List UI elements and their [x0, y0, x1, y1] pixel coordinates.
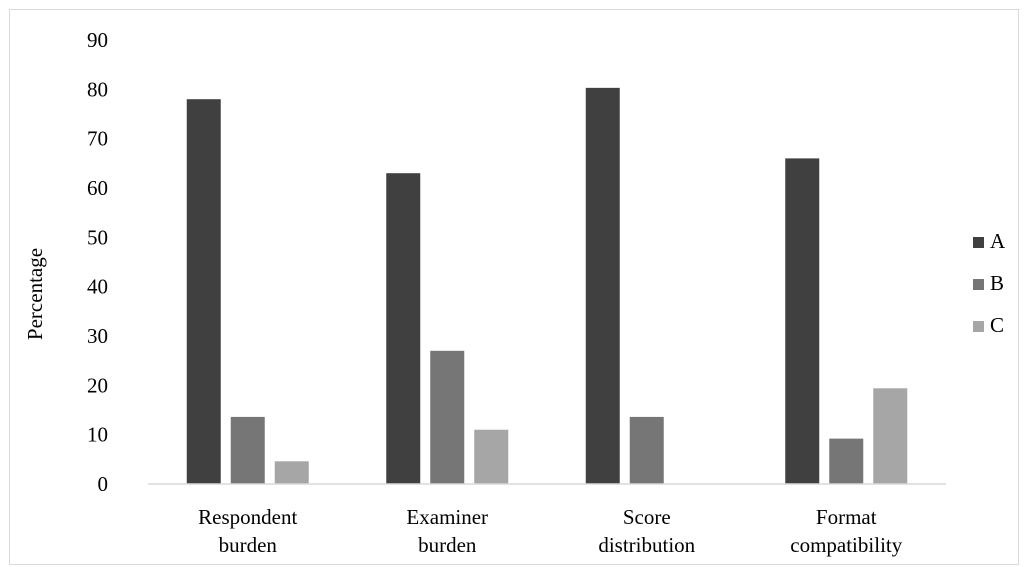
y-tick-label: 20 [87, 373, 108, 397]
y-tick-label: 40 [87, 275, 108, 299]
y-axis-ticks: 0 10 20 30 40 50 60 70 80 90 [87, 28, 108, 496]
y-tick-label: 30 [87, 324, 108, 348]
bar-c [873, 388, 908, 484]
x-category-label: Examiner [406, 505, 488, 529]
bar-a [386, 173, 421, 484]
legend-label-a: A [990, 229, 1006, 253]
x-category-label: distribution [598, 533, 695, 557]
bar-b [230, 416, 265, 484]
bars [186, 87, 908, 484]
y-tick-label: 0 [98, 472, 109, 496]
bar-c [474, 429, 509, 484]
x-category-label: burden [219, 533, 278, 557]
x-category-label: Score [623, 505, 671, 529]
x-category-label: Respondent [198, 505, 297, 529]
y-tick-label: 50 [87, 225, 108, 249]
legend-swatch-a [973, 237, 984, 248]
bar-b [829, 438, 864, 484]
x-category-label: Format [816, 505, 877, 529]
bar-a [585, 87, 620, 484]
legend-label-c: C [990, 313, 1004, 337]
bar-b [430, 350, 465, 484]
legend-label-b: B [990, 271, 1004, 295]
y-tick-label: 10 [87, 423, 108, 447]
y-tick-label: 70 [87, 127, 108, 151]
legend: ABC [973, 229, 1006, 337]
bar-b [629, 416, 664, 484]
x-category-label: compatibility [790, 533, 902, 557]
legend-swatch-b [973, 279, 984, 290]
bar-a [186, 99, 221, 484]
y-tick-label: 90 [87, 28, 108, 52]
legend-swatch-c [973, 321, 984, 332]
x-axis-categories: Respondent burden Examiner burden Score distr… [198, 505, 903, 557]
y-tick-label: 60 [87, 176, 108, 200]
y-tick-label: 80 [87, 77, 108, 101]
y-axis-title: Percentage [23, 248, 47, 340]
bar-a [785, 158, 820, 484]
bar-c [274, 461, 309, 484]
x-category-label: burden [418, 533, 477, 557]
